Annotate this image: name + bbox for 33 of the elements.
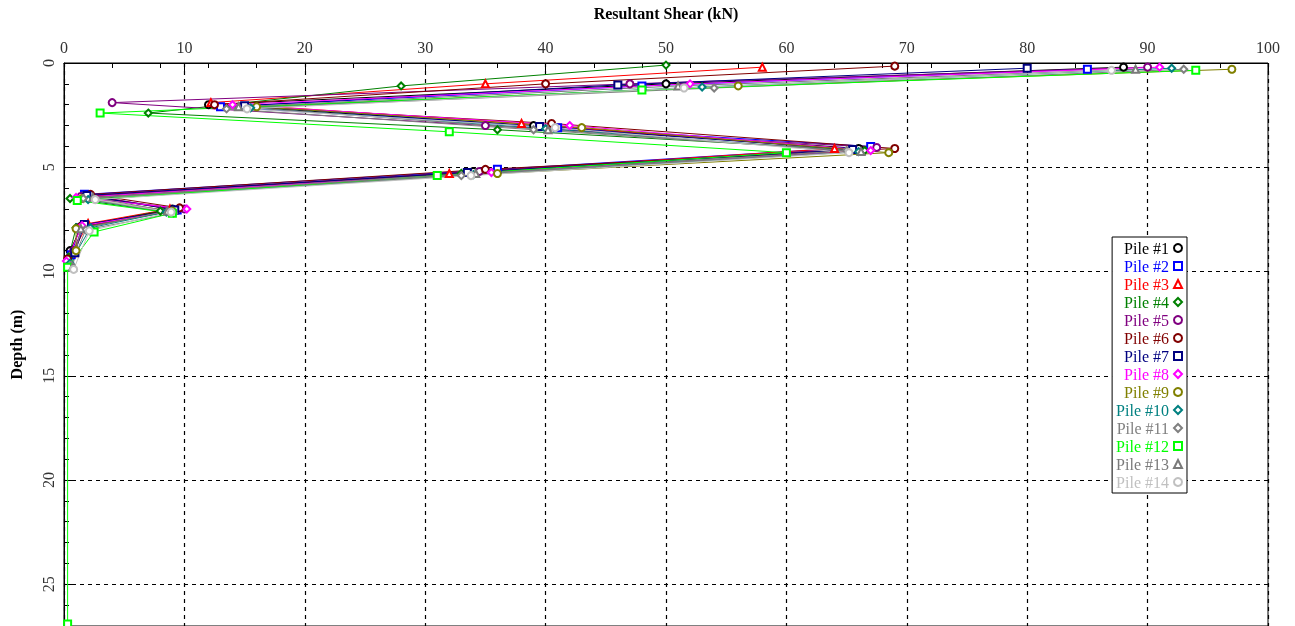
y-tick-label: 15 [39, 367, 57, 384]
x-tick-label: 30 [417, 38, 434, 56]
legend-label: Pile #10 [1116, 401, 1169, 419]
legend-label: Pile #6 [1124, 329, 1169, 347]
legend-label: Pile #13 [1116, 455, 1169, 473]
x-tick-label: 20 [296, 38, 313, 56]
legend-label: Pile #8 [1124, 365, 1169, 383]
legend-label: Pile #2 [1124, 257, 1169, 275]
legend-label: Pile #14 [1116, 473, 1169, 491]
x-tick-label: 60 [778, 38, 795, 56]
x-tick-label: 50 [658, 38, 674, 56]
x-tick-label: 90 [1139, 38, 1156, 56]
y-tick-label: 5 [39, 163, 57, 172]
legend-label: Pile #3 [1124, 275, 1169, 293]
legend-label: Pile #11 [1116, 419, 1169, 437]
x-tick-label: 40 [537, 38, 554, 56]
x-tick-label: 100 [1256, 38, 1280, 56]
x-tick-label: 0 [60, 38, 68, 56]
legend-label: Pile #9 [1124, 383, 1169, 401]
x-tick-label: 70 [898, 38, 915, 56]
y-tick-label: 10 [39, 263, 57, 280]
legend-label: Pile #12 [1116, 437, 1169, 455]
x-tick-label: 10 [176, 38, 193, 56]
legend-label: Pile #5 [1124, 311, 1169, 329]
legend-label: Pile #7 [1124, 347, 1169, 365]
legend-label: Pile #1 [1124, 239, 1169, 257]
x-tick-label: 80 [1019, 38, 1036, 56]
y-axis-title: Depth (m) [7, 309, 26, 380]
x-axis-title: Resultant Shear (kN) [593, 4, 739, 23]
legend-label: Pile #4 [1124, 293, 1169, 311]
y-tick-label: 0 [39, 59, 57, 67]
y-tick-label: 20 [39, 472, 57, 489]
y-tick-label: 25 [39, 576, 57, 593]
